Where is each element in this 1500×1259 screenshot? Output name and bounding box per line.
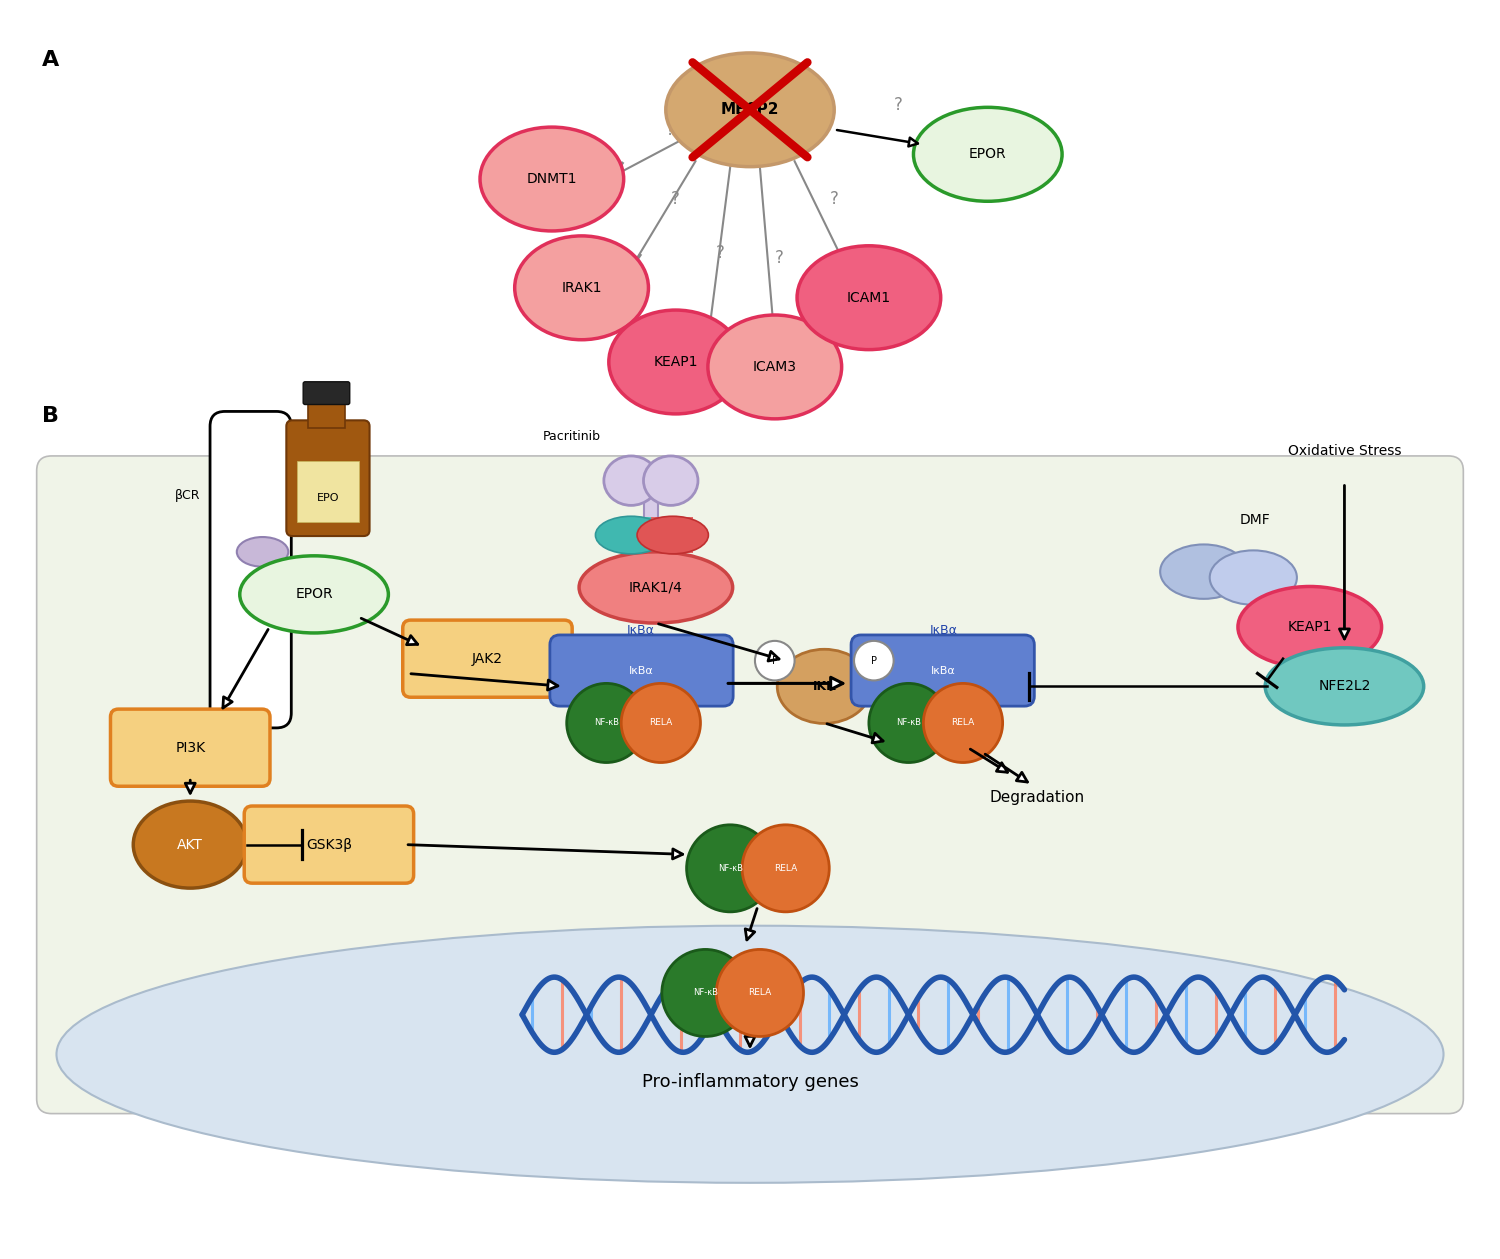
Text: ?: ? [666,121,675,138]
Text: IκBα: IκBα [930,624,957,637]
Text: KEAP1: KEAP1 [1287,619,1332,635]
Ellipse shape [596,516,668,554]
Text: EPOR: EPOR [969,147,1006,161]
Ellipse shape [1238,587,1382,667]
Text: P: P [772,656,778,666]
Text: NF-κB: NF-κB [896,719,921,728]
Text: NFE2L2: NFE2L2 [1318,680,1371,694]
Text: ?: ? [894,96,903,113]
Ellipse shape [604,456,658,505]
Ellipse shape [57,925,1443,1182]
Text: Oxidative Stress: Oxidative Stress [1287,444,1401,458]
FancyBboxPatch shape [850,635,1035,706]
Circle shape [567,684,646,763]
Text: IκBα: IκBα [628,666,654,676]
Circle shape [621,684,701,763]
Text: IKK: IKK [813,680,836,692]
Text: JAK2: JAK2 [472,652,502,666]
Ellipse shape [1264,648,1424,725]
Text: Pacritinib: Pacritinib [543,429,600,443]
FancyBboxPatch shape [651,517,693,553]
Text: IRAK1/4: IRAK1/4 [628,580,682,594]
FancyBboxPatch shape [632,517,672,553]
FancyBboxPatch shape [308,400,345,428]
FancyBboxPatch shape [402,621,572,697]
FancyBboxPatch shape [111,709,270,787]
FancyBboxPatch shape [297,461,358,522]
Text: DNMT1: DNMT1 [526,172,578,186]
FancyBboxPatch shape [210,412,291,728]
Text: ?: ? [716,244,724,262]
Text: IκBα: IκBα [932,666,956,676]
Text: NF-κB: NF-κB [594,719,619,728]
FancyBboxPatch shape [303,381,350,404]
Text: MECP2: MECP2 [720,102,780,117]
Text: ?: ? [776,249,783,267]
Ellipse shape [638,516,708,554]
Ellipse shape [1209,550,1298,604]
Text: NF-κB: NF-κB [717,864,742,872]
Text: RELA: RELA [650,719,672,728]
Circle shape [717,949,804,1036]
Text: DMF: DMF [1240,514,1270,528]
Text: ICAM1: ICAM1 [847,291,891,305]
Text: AKT: AKT [177,837,203,851]
Text: KEAP1: KEAP1 [654,355,698,369]
Circle shape [754,641,795,680]
Text: IRAK1: IRAK1 [561,281,602,295]
FancyBboxPatch shape [286,421,369,536]
Circle shape [868,684,948,763]
Circle shape [662,949,748,1036]
FancyBboxPatch shape [244,806,414,883]
Ellipse shape [708,315,842,419]
Text: ?: ? [670,190,680,208]
Ellipse shape [579,551,732,623]
Text: ?: ? [830,190,839,208]
Ellipse shape [777,650,871,724]
Text: B: B [42,407,58,427]
Text: PI3K: PI3K [176,740,206,754]
Ellipse shape [666,53,834,166]
Text: EPOR: EPOR [296,588,333,602]
Ellipse shape [237,538,288,567]
Ellipse shape [514,235,648,340]
Text: ICAM3: ICAM3 [753,360,796,374]
Ellipse shape [609,310,742,414]
Ellipse shape [1160,544,1248,599]
FancyBboxPatch shape [644,476,658,540]
Text: EPO: EPO [316,494,339,504]
Text: RELA: RELA [748,988,771,997]
FancyBboxPatch shape [36,456,1464,1114]
Circle shape [687,825,774,912]
Ellipse shape [240,555,388,633]
Text: RELA: RELA [774,864,798,872]
Text: NF-κB: NF-κB [693,988,718,997]
Ellipse shape [134,801,248,888]
Text: GSK3β: GSK3β [306,837,352,851]
Circle shape [924,684,1002,763]
Ellipse shape [644,456,698,505]
FancyBboxPatch shape [550,635,734,706]
Text: βCR: βCR [174,488,200,502]
Ellipse shape [914,107,1062,201]
Ellipse shape [480,127,624,230]
Text: IκBα: IκBα [627,624,656,637]
Text: Degradation: Degradation [990,789,1084,805]
Text: RELA: RELA [951,719,975,728]
Text: Pro-inflammatory genes: Pro-inflammatory genes [642,1073,858,1092]
Circle shape [742,825,830,912]
Ellipse shape [796,246,940,350]
Text: P: P [871,656,877,666]
Text: A: A [42,50,58,71]
Circle shape [853,641,894,680]
